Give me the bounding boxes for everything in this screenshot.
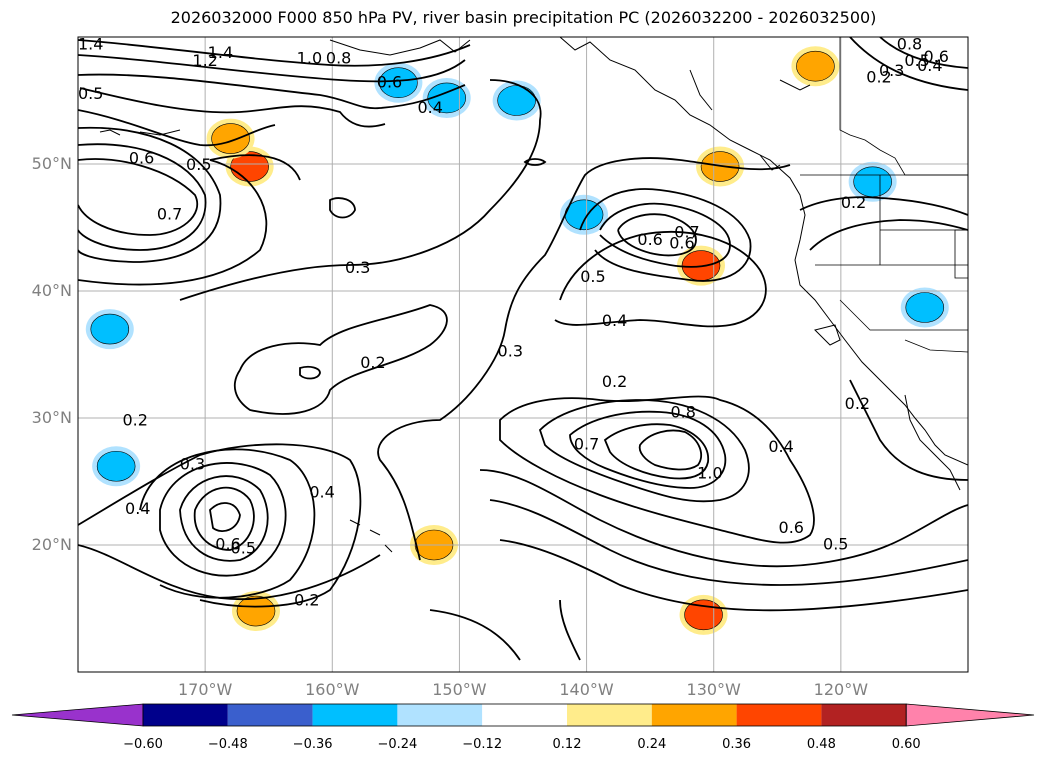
colorbar-tick-label: −0.60 [123,737,163,752]
pv-contour-label: 0.7 [157,205,182,224]
pv-contour-label: 0.5 [231,539,256,558]
colorbar-segment [736,704,822,726]
longitude-label: 150°W [432,680,487,699]
colorbar-segment [143,704,228,726]
pv-contour-label: 0.5 [580,267,605,286]
pv-contour-label: 1.2 [192,51,217,70]
pv-contour-label: 0.5 [186,155,211,174]
pv-contour-label: 0.5 [78,84,103,103]
colorbar-segment [651,704,737,726]
colorbar-segment [312,704,398,726]
pv-contour-label: 0.8 [897,34,922,53]
plot-frame [77,36,969,673]
colorbar-tick-label: −0.36 [292,737,333,752]
pv-contour-label: 0.2 [866,67,891,86]
colorbar-segment [482,704,567,726]
colorbar-tick-label: 0.60 [891,737,921,752]
longitude-label: 140°W [559,680,614,699]
colorbar-frame [142,703,907,727]
colorbar-over-extend [905,703,1035,727]
pv-contour-label: 0.3 [879,61,904,80]
pv-contour-label: 0.4 [309,483,334,502]
colorbar [11,703,1035,727]
latitude-label: 20°N [31,535,72,554]
pv-contour-label: 0.6 [779,518,804,537]
gridlines [78,37,968,672]
pv-contour-label: 0.6 [215,535,240,554]
pv-contour-label: 0.3 [345,258,370,277]
pv-contour-label: 0.6 [923,47,948,66]
colorbar-tick-label: 0.24 [637,737,667,752]
latitude-label: 30°N [31,408,72,427]
political-borders [800,37,968,353]
pv-contour-label: 0.2 [122,410,147,429]
pv-contour-label: 0.4 [417,98,442,117]
colorbar-tick-label: −0.24 [377,737,418,752]
pv-contour-label: 0.2 [845,394,870,413]
pv-contour-label: 1.0 [297,48,322,67]
pv-contour-label: 1.4 [78,34,103,53]
pv-contour-label: 0.8 [670,403,695,422]
longitude-label: 120°W [813,680,869,699]
positive-anomaly-core [211,123,250,154]
colorbar-tick-label: −0.48 [207,737,248,752]
negative-anomaly-core [90,313,130,345]
pv-contour-label: 0.4 [602,311,627,330]
colorbar-tick-label: −0.12 [462,737,503,752]
pv-contour-label: 0.2 [841,193,866,212]
pv-contour-label: 0.6 [669,234,694,253]
negative-anomaly-core [427,82,467,114]
pv-contours [78,37,968,661]
pv-contour-label: 0.5 [904,51,929,70]
pv-contour-label: 0.2 [360,353,385,372]
pv-contour-label: 0.7 [674,222,699,241]
pv-contour-label: 0.8 [326,48,351,67]
pv-contour-label: 1.0 [697,464,722,483]
pv-contour-label: 0.6 [129,149,154,168]
pv-contour-label: 0.3 [180,455,205,474]
pv-contour-label: 0.4 [768,437,793,456]
negative-anomaly-core [497,85,536,116]
pv-contour-label: 0.6 [377,72,402,91]
colorbar-tick-label: 0.48 [806,737,836,752]
coastline [99,37,968,553]
pv-contour-label: 0.7 [574,434,599,453]
positive-anomaly-core [796,50,835,82]
negative-anomaly-core [379,67,418,99]
colorbar-segment [397,704,483,726]
colorbar-segment [821,704,907,726]
pv-contour-label: 0.2 [602,372,627,391]
longitude-label: 160°W [305,680,360,699]
colorbar-under-extend [11,703,144,727]
longitude-label: 170°W [177,680,233,699]
negative-anomaly-core [96,450,136,482]
pv-contour-label: 0.4 [125,499,150,518]
colorbar-tick-label: 0.12 [552,737,582,752]
negative-anomaly-core [905,292,945,323]
pv-contour-label: 1.4 [208,43,233,62]
pv-contour-label: 0.3 [498,342,523,361]
pv-contour-label: 0.6 [637,230,662,249]
colorbar-tick-label: 0.36 [722,737,752,752]
pv-contour-labels: 1.41.21.4 1.0 0.80.60.40.50.6 0.50.70.30.20… [78,34,949,610]
pv-contour-label: 0.2 [294,591,319,610]
pv-contour-label: 0.4 [917,56,942,75]
longitude-label: 130°W [686,680,741,699]
positive-anomaly-core [236,595,276,627]
pv-contour-label: 0.5 [823,535,848,554]
colorbar-segment [227,704,313,726]
colorbar-segment [567,704,652,726]
map-title: 2026032000 F000 850 hPa PV, river basin … [170,8,877,27]
latitude-label: 50°N [31,154,72,173]
latitude-label: 40°N [31,281,72,300]
